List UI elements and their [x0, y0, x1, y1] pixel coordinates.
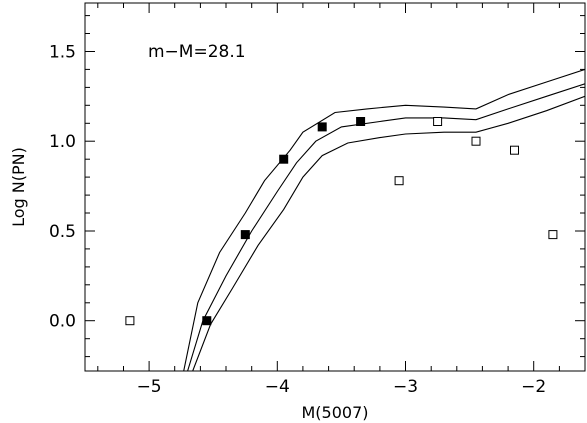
x-axis: −5 −4 −3 −2 [97, 3, 586, 397]
open-data-point [125, 316, 135, 326]
distance-modulus-annotation: m−M=28.1 [148, 42, 246, 62]
filled-data-point [279, 154, 289, 164]
x-tick-label: −5 [137, 377, 162, 397]
open-data-point [548, 230, 558, 240]
open-data-point [433, 117, 443, 126]
x-tick-label: −3 [393, 377, 418, 397]
y-axis: 0.0 0.5 1.0 1.5 [49, 15, 585, 358]
x-tick-label: −2 [521, 377, 546, 397]
x-tick-label: −4 [265, 377, 290, 397]
y-tick-label: 0.0 [49, 312, 76, 332]
open-data-point [510, 145, 519, 155]
filled-data-point [202, 316, 212, 326]
model-curve-middle [187, 83, 585, 371]
open-data-point [394, 176, 404, 186]
x-axis-label: M(5007) [301, 403, 368, 422]
data-points [125, 117, 558, 326]
filled-data-point [356, 117, 366, 126]
model-curve-upper [183, 68, 585, 371]
y-tick-label: 1.0 [49, 132, 76, 152]
y-tick-label: 0.5 [49, 222, 76, 242]
plot-frame [84, 2, 586, 372]
filled-data-point [317, 122, 327, 132]
y-axis-label: Log N(PN) [9, 147, 28, 227]
open-data-point [471, 136, 481, 146]
model-curves [183, 68, 585, 371]
filled-data-point [240, 230, 250, 240]
y-tick-label: 1.5 [49, 43, 76, 63]
model-curve-lower [192, 95, 585, 371]
